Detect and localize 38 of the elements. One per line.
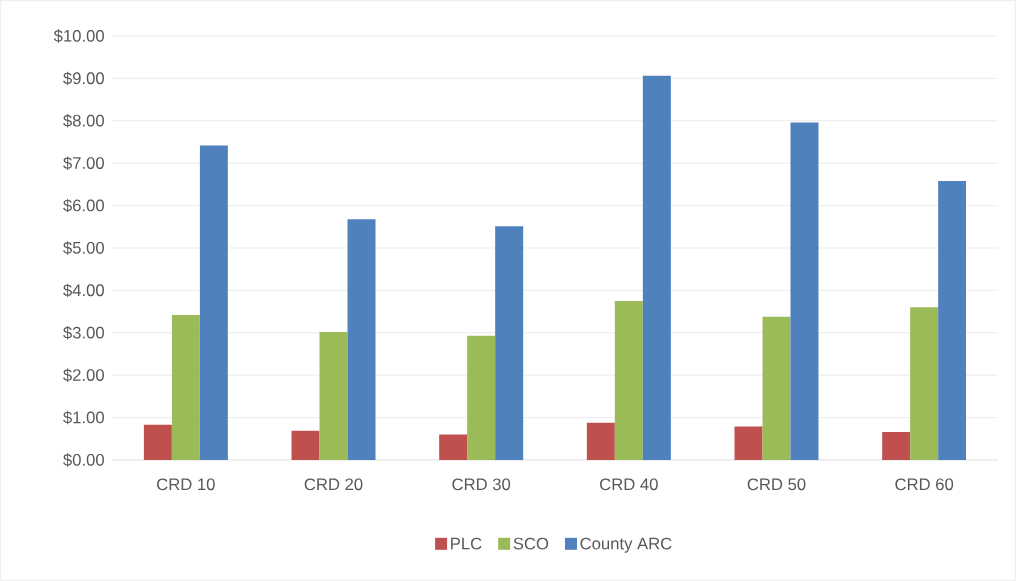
bar [143,424,172,460]
y-tick-label: $5.00 [63,241,104,255]
bar [439,434,468,460]
x-tick-label: CRD 60 [895,478,954,491]
bar [171,314,200,460]
bar [882,432,911,460]
bar [762,316,791,460]
bar [586,422,615,460]
y-tick-label: $3.00 [63,326,104,340]
legend-label: SCO [513,537,549,550]
x-tick-label: CRD 10 [157,478,215,491]
x-tick-label: CRD 20 [304,478,363,491]
bar [614,300,643,460]
legend-label: County ARC [580,537,672,553]
bar [642,75,671,460]
y-tick-label: $0.00 [63,453,104,467]
bar [910,307,939,460]
bar [291,430,320,460]
bar [938,181,967,460]
bar [319,331,348,460]
bar [467,335,496,460]
bar [347,219,376,460]
bar [495,226,524,460]
x-tick-label: CRD 30 [452,478,511,491]
x-tick-label: CRD 50 [747,478,806,491]
x-tick-label: CRD 40 [600,478,658,491]
y-tick-label: $9.00 [63,71,104,86]
bar [734,426,763,460]
y-tick-label: $7.00 [63,156,104,170]
bar [790,122,819,460]
y-tick-label: $2.00 [63,368,104,382]
y-tick-label: $1.00 [63,410,104,425]
y-tick-label: $6.00 [63,198,104,213]
y-tick-label: $10.00 [53,29,104,43]
legend-label: PLC [451,537,482,550]
y-tick-label: $4.00 [63,283,104,298]
bar [199,145,228,460]
y-tick-label: $8.00 [63,114,104,128]
